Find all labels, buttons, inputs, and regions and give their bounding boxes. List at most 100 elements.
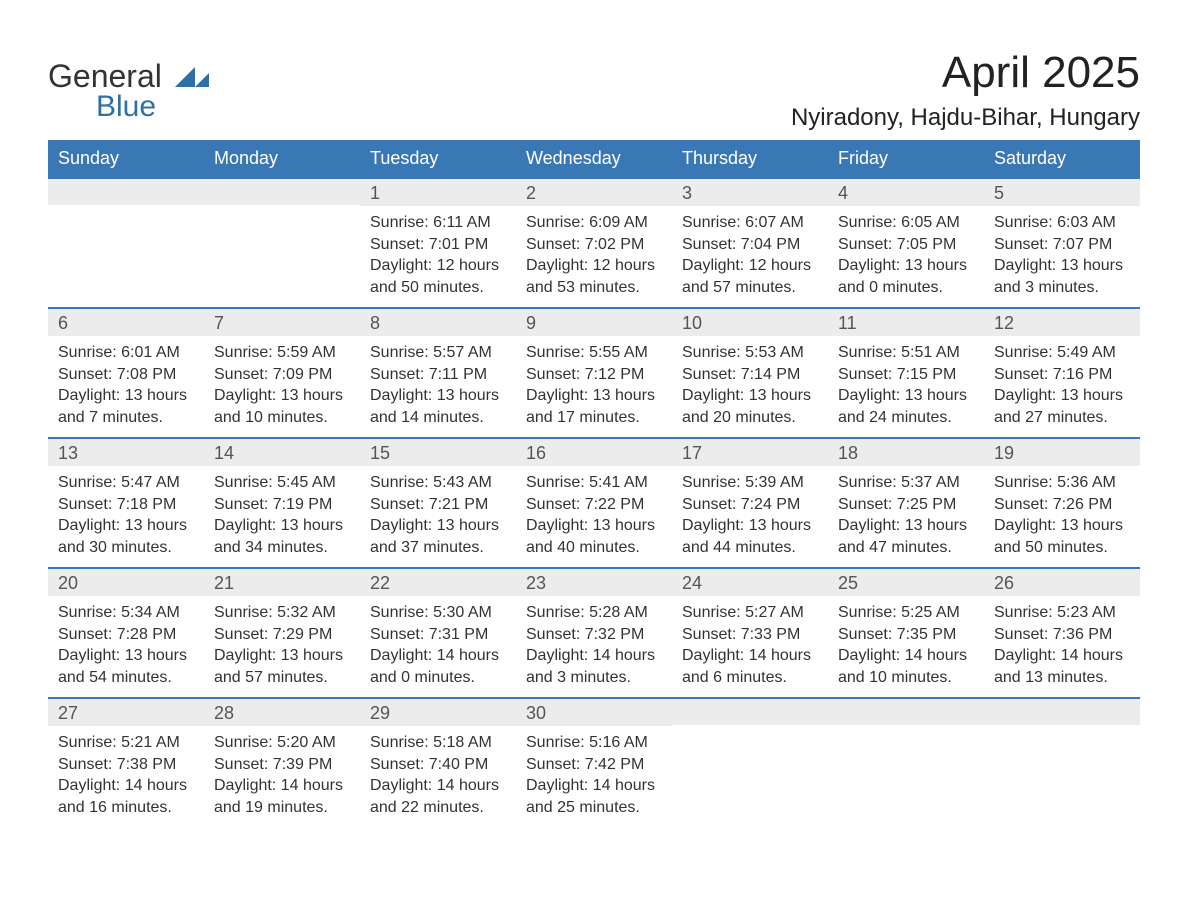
- calendar-page: General Blue April 2025 Nyiradony, Hajdu…: [0, 0, 1188, 867]
- daylight-text: Daylight: 13 hours and 54 minutes.: [58, 645, 194, 688]
- day-number: 21: [204, 569, 360, 596]
- daylight-text: Daylight: 14 hours and 3 minutes.: [526, 645, 662, 688]
- day-cell: 28Sunrise: 5:20 AMSunset: 7:39 PMDayligh…: [204, 699, 360, 827]
- week-row: 20Sunrise: 5:34 AMSunset: 7:28 PMDayligh…: [48, 567, 1140, 697]
- sunrise-text: Sunrise: 5:20 AM: [214, 732, 350, 754]
- sunset-text: Sunset: 7:36 PM: [994, 624, 1130, 646]
- sunrise-text: Sunrise: 6:01 AM: [58, 342, 194, 364]
- day-body: Sunrise: 5:47 AMSunset: 7:18 PMDaylight:…: [48, 466, 204, 566]
- daylight-text: Daylight: 14 hours and 25 minutes.: [526, 775, 662, 818]
- day-cell-empty: [672, 699, 828, 827]
- daylight-text: Daylight: 13 hours and 34 minutes.: [214, 515, 350, 558]
- daylight-text: Daylight: 12 hours and 57 minutes.: [682, 255, 818, 298]
- sunset-text: Sunset: 7:32 PM: [526, 624, 662, 646]
- day-body: [204, 205, 360, 219]
- day-number: 9: [516, 309, 672, 336]
- sunset-text: Sunset: 7:42 PM: [526, 754, 662, 776]
- sunset-text: Sunset: 7:15 PM: [838, 364, 974, 386]
- day-number: 28: [204, 699, 360, 726]
- logo: General Blue: [48, 48, 209, 122]
- calendar-grid: SundayMondayTuesdayWednesdayThursdayFrid…: [48, 140, 1140, 827]
- day-cell: 4Sunrise: 6:05 AMSunset: 7:05 PMDaylight…: [828, 179, 984, 307]
- sunset-text: Sunset: 7:18 PM: [58, 494, 194, 516]
- day-number: [48, 179, 204, 205]
- day-cell: 14 Sunrise: 5:45 AMSunset: 7:19 PMDayligh…: [204, 439, 360, 567]
- daylight-text: Daylight: 13 hours and 7 minutes.: [58, 385, 194, 428]
- day-cell: 3 Sunrise: 6:07 AMSunset: 7:04 PMDaylight…: [672, 179, 828, 307]
- sunset-text: Sunset: 7:19 PM: [214, 494, 350, 516]
- sunset-text: Sunset: 7:21 PM: [370, 494, 506, 516]
- daylight-text: Daylight: 13 hours and 27 minutes.: [994, 385, 1130, 428]
- sunset-text: Sunset: 7:38 PM: [58, 754, 194, 776]
- page-header: General Blue April 2025 Nyiradony, Hajdu…: [48, 48, 1140, 132]
- sunrise-text: Sunrise: 5:34 AM: [58, 602, 194, 624]
- sunrise-text: Sunrise: 5:45 AM: [214, 472, 350, 494]
- day-cell: 15Sunrise: 5:43 AMSunset: 7:21 PMDayligh…: [360, 439, 516, 567]
- sunset-text: Sunset: 7:33 PM: [682, 624, 818, 646]
- week-row: 27Sunrise: 5:21 AMSunset: 7:38 PMDayligh…: [48, 697, 1140, 827]
- sunrise-text: Sunrise: 5:57 AM: [370, 342, 506, 364]
- day-number: 25: [828, 569, 984, 596]
- day-number: 2: [516, 179, 672, 206]
- day-number: 10: [672, 309, 828, 336]
- title-block: April 2025 Nyiradony, Hajdu-Bihar, Hunga…: [791, 48, 1140, 132]
- month-title: April 2025: [791, 48, 1140, 98]
- day-body: Sunrise: 5:32 AMSunset: 7:29 PMDaylight:…: [204, 596, 360, 696]
- sunrise-text: Sunrise: 5:37 AM: [838, 472, 974, 494]
- daylight-text: Daylight: 14 hours and 22 minutes.: [370, 775, 506, 818]
- sunrise-text: Sunrise: 6:07 AM: [682, 212, 818, 234]
- day-cell: 22Sunrise: 5:30 AMSunset: 7:31 PMDayligh…: [360, 569, 516, 697]
- sunset-text: Sunset: 7:01 PM: [370, 234, 506, 256]
- daylight-text: Daylight: 13 hours and 0 minutes.: [838, 255, 974, 298]
- daylight-text: Daylight: 13 hours and 44 minutes.: [682, 515, 818, 558]
- day-cell: 5Sunrise: 6:03 AMSunset: 7:07 PMDaylight…: [984, 179, 1140, 307]
- sunrise-text: Sunrise: 5:39 AM: [682, 472, 818, 494]
- dow-header-cell: Wednesday: [516, 140, 672, 177]
- sunset-text: Sunset: 7:11 PM: [370, 364, 506, 386]
- day-cell: 27Sunrise: 5:21 AMSunset: 7:38 PMDayligh…: [48, 699, 204, 827]
- day-body: Sunrise: 5:55 AMSunset: 7:12 PMDaylight:…: [516, 336, 672, 436]
- day-number: 14: [204, 439, 360, 466]
- sunrise-text: Sunrise: 5:49 AM: [994, 342, 1130, 364]
- day-number: 8: [360, 309, 516, 336]
- sunset-text: Sunset: 7:07 PM: [994, 234, 1130, 256]
- day-cell: 2Sunrise: 6:09 AMSunset: 7:02 PMDaylight…: [516, 179, 672, 307]
- week-row: 6Sunrise: 6:01 AMSunset: 7:08 PMDaylight…: [48, 307, 1140, 437]
- location-subtitle: Nyiradony, Hajdu-Bihar, Hungary: [791, 104, 1140, 132]
- daylight-text: Daylight: 14 hours and 13 minutes.: [994, 645, 1130, 688]
- day-cell: 30Sunrise: 5:16 AMSunset: 7:42 PMDayligh…: [516, 699, 672, 827]
- daylight-text: Daylight: 13 hours and 57 minutes.: [214, 645, 350, 688]
- day-number: [984, 699, 1140, 725]
- day-number: 3: [672, 179, 828, 206]
- sunrise-text: Sunrise: 6:05 AM: [838, 212, 974, 234]
- day-cell: 8Sunrise: 5:57 AMSunset: 7:11 PMDaylight…: [360, 309, 516, 437]
- logo-triangle-icon: [175, 60, 209, 92]
- sunset-text: Sunset: 7:35 PM: [838, 624, 974, 646]
- dow-header-cell: Monday: [204, 140, 360, 177]
- day-body: Sunrise: 6:01 AMSunset: 7:08 PMDaylight:…: [48, 336, 204, 436]
- day-cell: 9Sunrise: 5:55 AMSunset: 7:12 PMDaylight…: [516, 309, 672, 437]
- day-number: 20: [48, 569, 204, 596]
- sunrise-text: Sunrise: 5:53 AM: [682, 342, 818, 364]
- day-cell: 13Sunrise: 5:47 AMSunset: 7:18 PMDayligh…: [48, 439, 204, 567]
- daylight-text: Daylight: 14 hours and 19 minutes.: [214, 775, 350, 818]
- sunset-text: Sunset: 7:40 PM: [370, 754, 506, 776]
- daylight-text: Daylight: 14 hours and 0 minutes.: [370, 645, 506, 688]
- daylight-text: Daylight: 14 hours and 6 minutes.: [682, 645, 818, 688]
- day-cell: 26Sunrise: 5:23 AMSunset: 7:36 PMDayligh…: [984, 569, 1140, 697]
- sunset-text: Sunset: 7:04 PM: [682, 234, 818, 256]
- day-body: Sunrise: 5:43 AMSunset: 7:21 PMDaylight:…: [360, 466, 516, 566]
- daylight-text: Daylight: 12 hours and 50 minutes.: [370, 255, 506, 298]
- daylight-text: Daylight: 13 hours and 20 minutes.: [682, 385, 818, 428]
- sunrise-text: Sunrise: 5:43 AM: [370, 472, 506, 494]
- day-number: 24: [672, 569, 828, 596]
- day-body: Sunrise: 5:18 AMSunset: 7:40 PMDaylight:…: [360, 726, 516, 826]
- sunset-text: Sunset: 7:28 PM: [58, 624, 194, 646]
- day-body: Sunrise: 6:09 AMSunset: 7:02 PMDaylight:…: [516, 206, 672, 306]
- day-cell: 10Sunrise: 5:53 AMSunset: 7:14 PMDayligh…: [672, 309, 828, 437]
- daylight-text: Daylight: 13 hours and 50 minutes.: [994, 515, 1130, 558]
- day-cell-empty: [984, 699, 1140, 827]
- day-number: [828, 699, 984, 725]
- sunrise-text: Sunrise: 5:36 AM: [994, 472, 1130, 494]
- day-body: [672, 725, 828, 739]
